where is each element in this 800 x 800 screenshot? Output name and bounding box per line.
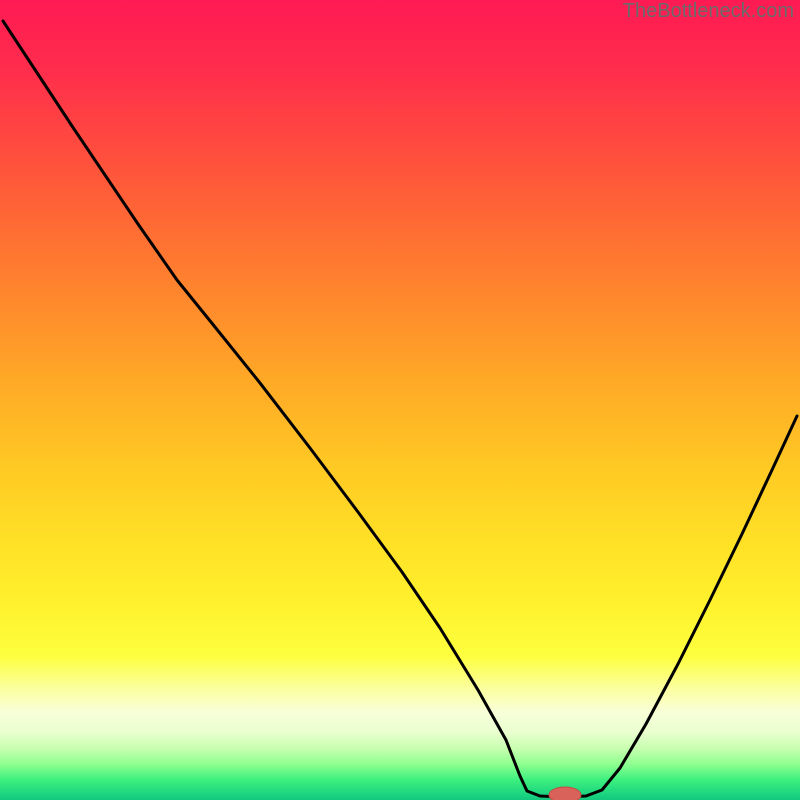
gradient-rect: [0, 0, 800, 800]
chart-container: TheBottleneck.com: [0, 0, 800, 800]
watermark-text: TheBottleneck.com: [623, 0, 794, 23]
background-gradient: [0, 0, 800, 800]
